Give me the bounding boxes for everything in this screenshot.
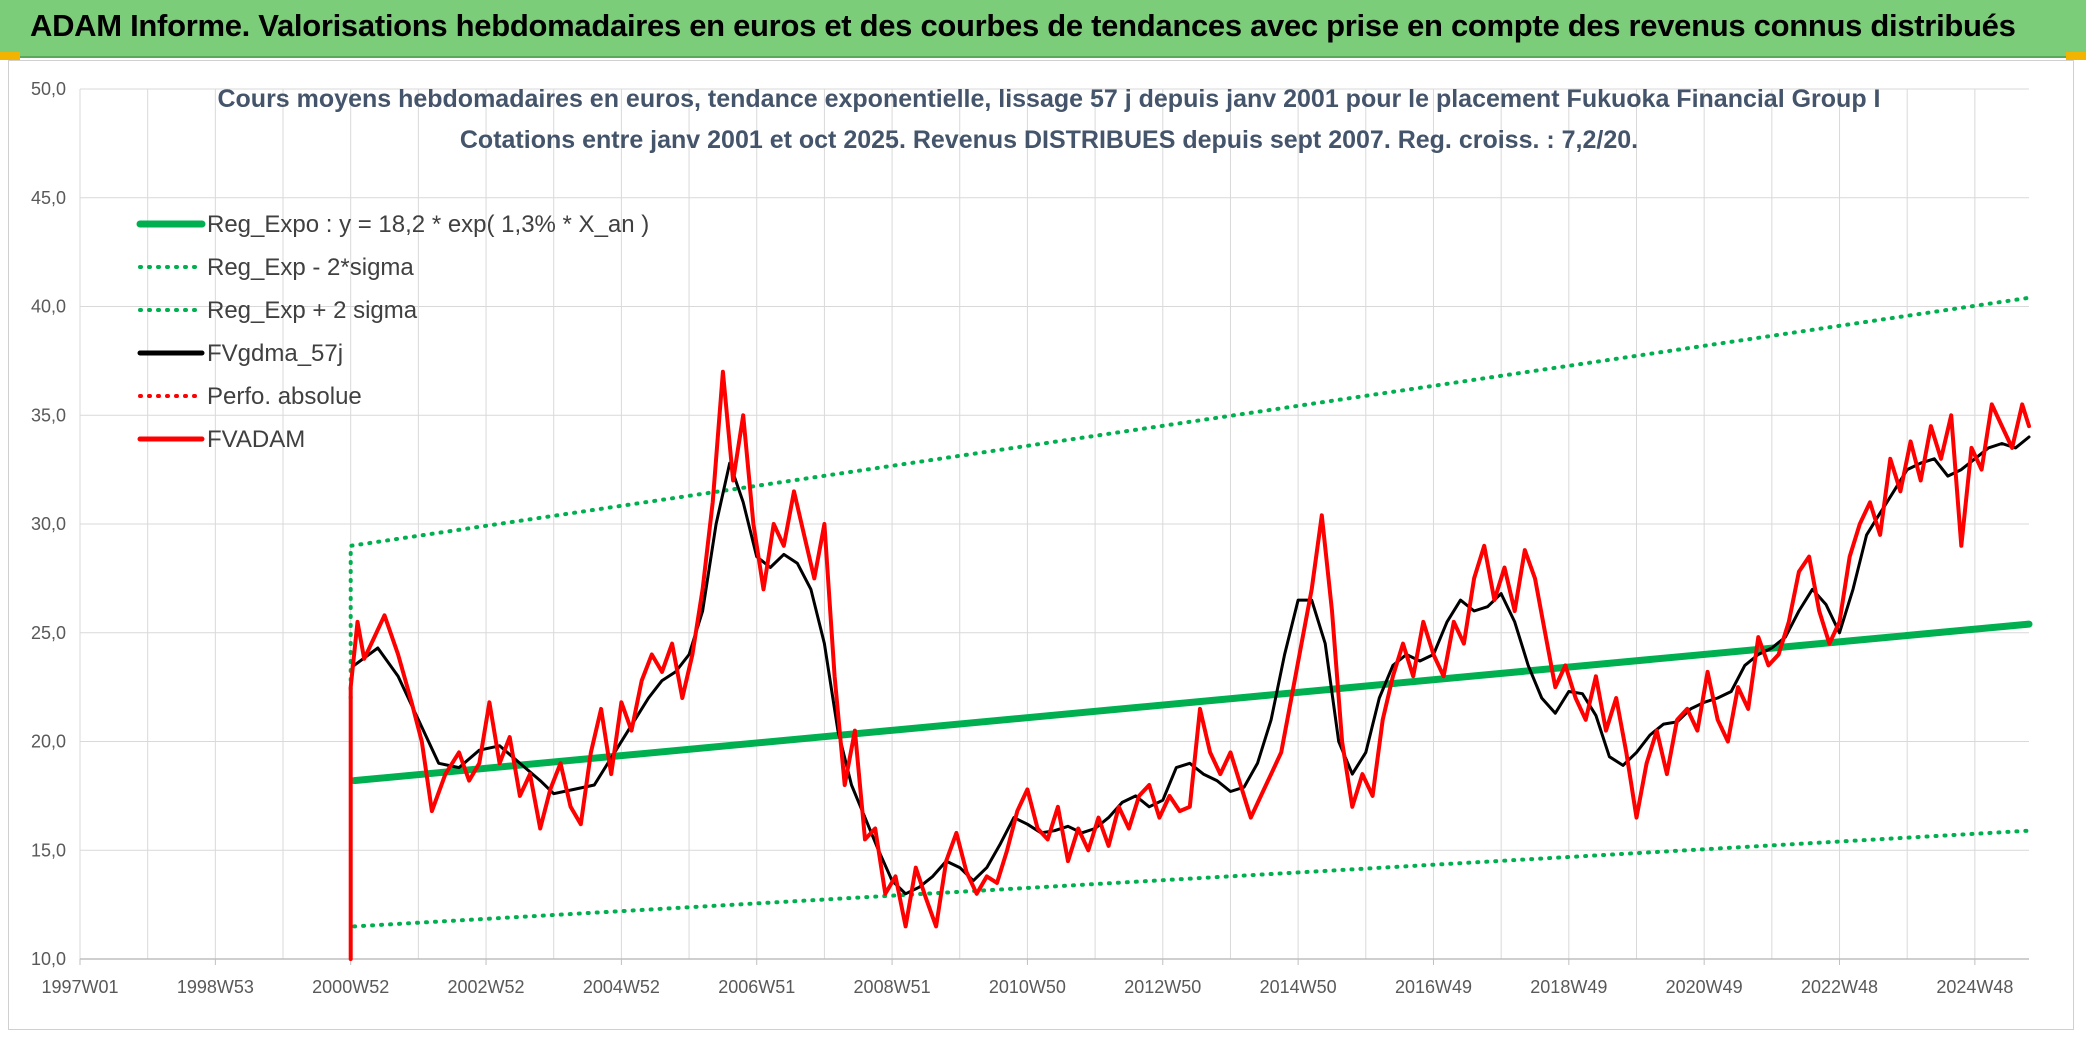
legend: Reg_Expo : y = 18,2 * exp( 1,3% * X_an )… (136, 211, 649, 453)
series-line-1 (352, 828, 2031, 929)
legend-label-4: Perfo. absolue (207, 383, 362, 410)
chart-area: 10,0 15,0 20,0 25,0 30,0 35,0 40,0 45,0 50,0 1997… (8, 60, 2074, 1030)
y-tick-label: 10,0 (31, 949, 66, 969)
header-banner: ADAM Informe. Valorisations hebdomadaire… (0, 0, 2086, 58)
x-tick-label: 2024W48 (1936, 977, 2013, 997)
x-tick-label: 2004W52 (583, 977, 660, 997)
legend-label-2: Reg_Exp + 2 sigma (207, 297, 418, 324)
series-line-2 (348, 295, 2031, 700)
corner-marker-left (0, 52, 20, 60)
x-tick-label: 1997W01 (41, 977, 118, 997)
chart-title-line-1: Cours moyens hebdomadaires en euros, ten… (217, 85, 1880, 113)
line-chart: 10,0 15,0 20,0 25,0 30,0 35,0 40,0 45,0 50,0 1997… (31, 79, 2033, 997)
x-tick-label: 2014W50 (1260, 977, 1337, 997)
axes: 10,0 15,0 20,0 25,0 30,0 35,0 40,0 45,0 50,0 1997… (31, 79, 2029, 997)
series-line-3 (352, 435, 2031, 896)
series-line-5 (348, 369, 2031, 961)
x-tick-label: 2000W52 (312, 977, 389, 997)
banner-title: ADAM Informe. Valorisations hebdomadaire… (30, 8, 2016, 43)
corner-marker-right (2066, 52, 2086, 60)
x-tick-label: 2022W48 (1801, 977, 1878, 997)
y-tick-label: 30,0 (31, 514, 66, 534)
x-tick-label: 2018W49 (1530, 977, 1607, 997)
x-tick-label: 1998W53 (177, 977, 254, 997)
y-tick-label: 45,0 (31, 188, 66, 208)
x-tick-label: 2010W50 (989, 977, 1066, 997)
x-tick-label: 2002W52 (448, 977, 525, 997)
x-tick-label: 2020W49 (1666, 977, 1743, 997)
x-tick-label: 2006W51 (718, 977, 795, 997)
series-group (348, 295, 2033, 961)
y-tick-label: 50,0 (31, 79, 66, 99)
y-tick-label: 15,0 (31, 840, 66, 860)
legend-label-3: FVgdma_57j (207, 340, 343, 367)
chart-title-line-2: Cotations entre janv 2001 et oct 2025. R… (460, 126, 1638, 154)
y-tick-label: 25,0 (31, 623, 66, 643)
series-line-0 (350, 620, 2033, 785)
legend-label-5: FVADAM (207, 426, 305, 453)
x-tick-label: 2008W51 (854, 977, 931, 997)
y-tick-label: 35,0 (31, 405, 66, 425)
y-tick-label: 20,0 (31, 732, 66, 752)
y-tick-label: 40,0 (31, 297, 66, 317)
x-tick-label: 2012W50 (1124, 977, 1201, 997)
legend-label-1: Reg_Exp - 2*sigma (207, 254, 414, 281)
legend-label-0: Reg_Expo : y = 18,2 * exp( 1,3% * X_an ) (207, 211, 649, 238)
x-tick-label: 2016W49 (1395, 977, 1472, 997)
